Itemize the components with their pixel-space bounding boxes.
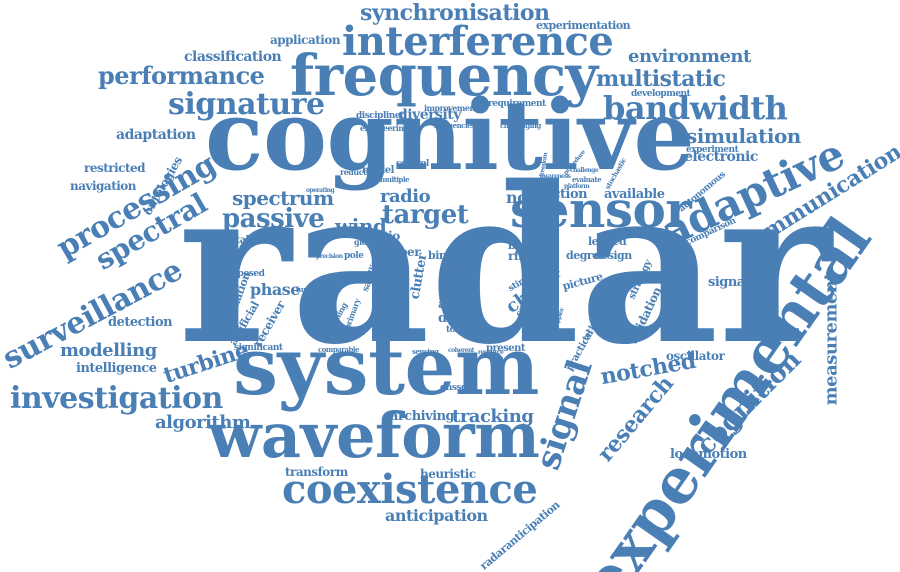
word-pole: pole [344,251,364,261]
word-challenging: challenging [500,121,541,130]
word-legged: legged [588,235,627,248]
word-evaluate: evaluate [572,175,602,184]
word-paper: paper [384,245,421,259]
word-radar: radar [178,139,832,392]
word-real: real [452,289,477,303]
word-archiving: archiving [390,409,455,424]
word-experimentation: experimentation [536,19,631,32]
word-heuristic: heuristic [420,467,476,481]
word-platform: platform [564,183,590,190]
word-blade: blade [508,239,540,252]
word-model: model [362,165,394,176]
word-anticipation: anticipation [385,506,488,525]
word-chip: chip [438,276,468,291]
word-signalling: signalling [708,275,776,290]
word-cognitive: cognitive [205,79,695,192]
word-bandwidth: bandwidth [603,89,788,127]
word-system: system [233,319,540,413]
word-investigation: investigation [10,381,223,416]
word-locomotion: locomotion [670,447,747,462]
word-active: active [438,297,475,311]
word-noise: noise [506,188,552,207]
word-tracking: tracking [452,406,534,427]
word-drone: drone [438,311,478,326]
word-signature: signature [168,87,325,122]
word-degree: degree [566,249,606,262]
word-awareness: awareness [540,173,571,180]
word-fundamental: fundamental [296,285,341,294]
word-resource: resource [478,349,504,356]
word-classification: classification [184,49,282,65]
word-modelling: modelling [60,340,157,361]
word-wind: wind [335,214,387,238]
word-electronic: electronic [684,149,758,165]
word-tower: tower [446,325,472,335]
word-sensing: sensing [412,347,439,356]
word-application: application [270,33,341,47]
word-detection: detection [108,315,173,330]
word-bird: bird [428,249,452,262]
word-environment: environment [628,46,751,67]
word-time: time [442,261,471,275]
word-waveform: waveform [208,399,540,472]
word-multistatic: multistatic [596,66,726,92]
word-adaptation: adaptation [116,127,196,143]
word-rfsoc: rfsoc [508,249,540,263]
word-section: section [538,187,588,202]
word-interference: interference [342,18,614,65]
word-spectrum: spectrum [232,186,334,210]
word-performance: performance [98,61,265,90]
word-engineering: engineering [360,123,409,133]
word-ratio: ratio [370,229,400,243]
word-synchronisation: synchronisation [360,0,550,26]
word-passive: passive [222,204,325,234]
word-improvement: improvement [424,103,478,113]
word-control: control [396,159,429,169]
word-navigation: navigation [70,179,137,193]
word-intelligence: intelligence [76,361,157,376]
word-development: development [631,89,691,99]
word-frequency: frequency [290,43,598,109]
word-algorithm: algorithm [155,412,251,433]
word-design: design [594,249,632,262]
word-challenge: challenge [570,167,599,174]
word-target: target [382,200,469,230]
word-sensor: sensor [510,180,692,239]
word-phase: phase [250,280,300,299]
word-gnssdos: gnssdos [440,383,477,393]
word-oscillator: oscillator [666,349,725,363]
word-reduction: reduction [340,167,379,177]
word-precision: precision [316,253,343,260]
word-coherent: coherent [448,347,474,354]
word-multiple: multiple [380,175,410,184]
word-coexistence: coexistence [282,466,538,513]
word-operating: operating [306,187,335,194]
word-available: available [604,187,665,202]
word-disciplined: disciplined [356,111,406,121]
word-comparable: comparable [318,345,360,354]
word-experiment: experiment [686,145,739,155]
word-digital: digital [216,235,249,246]
word-diversity: diversity [398,107,461,123]
word-result: result [530,269,560,280]
word-transform: transform [285,465,348,479]
word-significant: significant [234,343,283,353]
word-cross: cross [528,261,555,272]
word-requirement: requirement [488,99,546,109]
word-proposed: proposed [222,269,265,279]
word-present: present [486,343,526,354]
word-radio: radio [380,186,431,207]
word-frequencies: frequencies [434,121,475,130]
word-simulation: simulation [686,124,801,148]
word-measurement: measurement [820,272,842,406]
word-global: global [354,237,379,247]
word-restricted: restricted [84,161,146,175]
